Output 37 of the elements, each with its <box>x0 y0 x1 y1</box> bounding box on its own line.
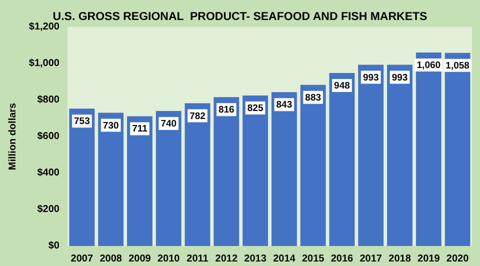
data-label: 740 <box>160 118 177 130</box>
data-label: 843 <box>276 100 292 111</box>
data-label: 825 <box>247 102 264 114</box>
y-tick-label: $1,200 <box>28 22 60 32</box>
x-tick-label: 2016 <box>330 254 354 264</box>
data-label: 730 <box>102 120 119 132</box>
y-tick-label: $0 <box>48 240 60 252</box>
x-tick-label: 2014 <box>273 254 296 264</box>
x-tick-label: 2019 <box>418 254 440 264</box>
y-tick-label: $800 <box>37 94 60 106</box>
data-label: 1,060 <box>416 60 441 72</box>
data-label: 711 <box>132 124 148 135</box>
data-label: 993 <box>392 72 408 84</box>
y-tick-label: $400 <box>37 168 60 178</box>
y-tick-label: $200 <box>37 204 60 215</box>
chart-title: U.S. GROSS REGIONAL PRODUCT- SEAFOOD AND FISH MARKETS <box>52 11 428 23</box>
data-label: 993 <box>362 72 379 84</box>
x-tick-label: 2009 <box>128 254 152 264</box>
x-tick-label: 2010 <box>157 254 180 264</box>
x-tick-label: 2012 <box>215 254 238 264</box>
x-tick-label: 2020 <box>446 254 470 264</box>
data-label: 782 <box>190 110 206 122</box>
x-tick-label: 2013 <box>244 254 267 264</box>
x-tick-label: 2007 <box>70 254 94 264</box>
data-label: 1,058 <box>446 60 470 72</box>
x-tick-label: 2008 <box>100 254 122 264</box>
x-tick-label: 2017 <box>360 254 382 264</box>
y-tick-label: $1,000 <box>28 58 60 69</box>
y-tick-label: $600 <box>37 131 60 142</box>
data-label: 753 <box>74 116 90 128</box>
x-tick-label: 2018 <box>388 254 412 264</box>
data-label: 816 <box>218 104 234 116</box>
x-tick-label: 2011 <box>186 254 209 264</box>
x-tick-label: 2015 <box>302 254 325 264</box>
y-axis-title: Million dollars <box>8 102 18 170</box>
data-label: 948 <box>334 80 350 92</box>
data-label: 883 <box>305 92 322 104</box>
